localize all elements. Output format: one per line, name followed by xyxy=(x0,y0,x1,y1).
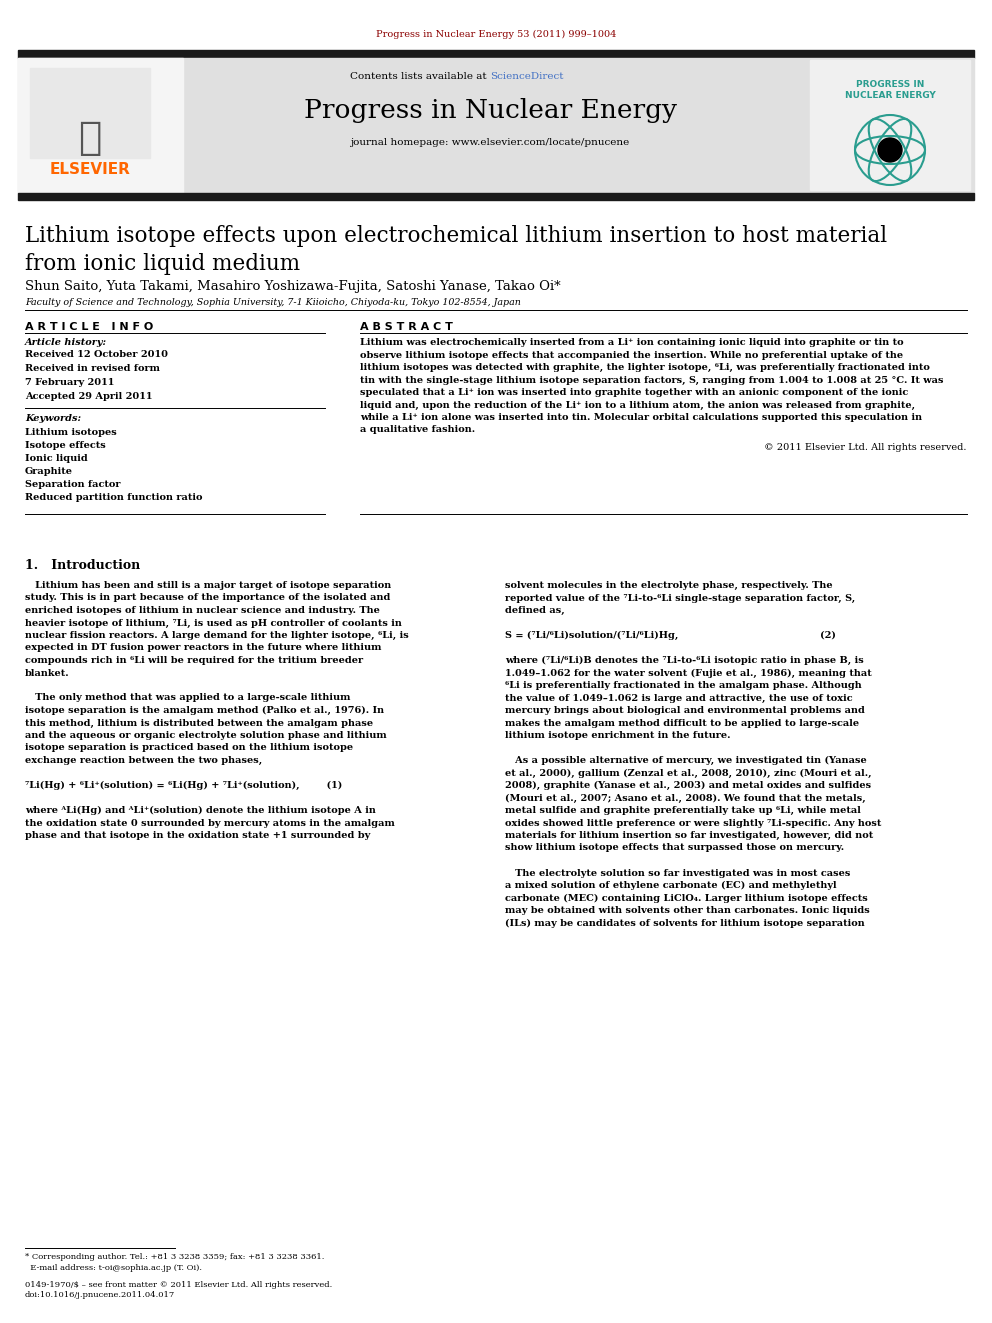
Text: Ionic liquid: Ionic liquid xyxy=(25,454,87,463)
Text: 7 February 2011: 7 February 2011 xyxy=(25,378,114,388)
Text: A R T I C L E   I N F O: A R T I C L E I N F O xyxy=(25,321,153,332)
Bar xyxy=(18,58,183,193)
Text: heavier isotope of lithium, ⁷Li, is used as pH controller of coolants in: heavier isotope of lithium, ⁷Li, is used… xyxy=(25,618,402,627)
Text: Accepted 29 April 2011: Accepted 29 April 2011 xyxy=(25,392,153,401)
Text: A B S T R A C T: A B S T R A C T xyxy=(360,321,453,332)
Text: exchange reaction between the two phases,: exchange reaction between the two phases… xyxy=(25,755,262,765)
Text: blanket.: blanket. xyxy=(25,668,69,677)
Text: isotope separation is the amalgam method (Palko et al., 1976). In: isotope separation is the amalgam method… xyxy=(25,706,384,716)
Text: Received in revised form: Received in revised form xyxy=(25,364,160,373)
Text: 🌳: 🌳 xyxy=(78,120,102,157)
Circle shape xyxy=(878,138,902,161)
Text: nuclear fission reactors. A large demand for the lighter isotope, ⁶Li, is: nuclear fission reactors. A large demand… xyxy=(25,631,409,640)
Text: 1.   Introduction: 1. Introduction xyxy=(25,560,140,572)
Text: makes the amalgam method difficult to be applied to large-scale: makes the amalgam method difficult to be… xyxy=(505,718,859,728)
Text: from ionic liquid medium: from ionic liquid medium xyxy=(25,253,301,275)
Text: Lithium was electrochemically inserted from a Li⁺ ion containing ionic liquid in: Lithium was electrochemically inserted f… xyxy=(360,337,904,347)
Text: reported value of the ⁷Li-to-⁶Li single-stage separation factor, S,: reported value of the ⁷Li-to-⁶Li single-… xyxy=(505,594,855,602)
Text: and the aqueous or organic electrolyte solution phase and lithium: and the aqueous or organic electrolyte s… xyxy=(25,732,387,740)
Text: doi:10.1016/j.pnucene.2011.04.017: doi:10.1016/j.pnucene.2011.04.017 xyxy=(25,1291,176,1299)
Text: tin with the single-stage lithium isotope separation factors, S, ranging from 1.: tin with the single-stage lithium isotop… xyxy=(360,376,943,385)
Text: speculated that a Li⁺ ion was inserted into graphite together with an anionic co: speculated that a Li⁺ ion was inserted i… xyxy=(360,388,909,397)
Text: (ILs) may be candidates of solvents for lithium isotope separation: (ILs) may be candidates of solvents for … xyxy=(505,918,865,927)
Text: * Corresponding author. Tel.: +81 3 3238 3359; fax: +81 3 3238 3361.: * Corresponding author. Tel.: +81 3 3238… xyxy=(25,1253,324,1261)
Text: 2008), graphite (Yanase et al., 2003) and metal oxides and sulfides: 2008), graphite (Yanase et al., 2003) an… xyxy=(505,781,871,790)
Text: liquid and, upon the reduction of the Li⁺ ion to a lithium atom, the anion was r: liquid and, upon the reduction of the Li… xyxy=(360,401,916,410)
Text: Separation factor: Separation factor xyxy=(25,480,120,490)
Text: ⁶Li is preferentially fractionated in the amalgam phase. Although: ⁶Li is preferentially fractionated in th… xyxy=(505,681,862,691)
Bar xyxy=(18,193,974,200)
Text: the oxidation state 0 surrounded by mercury atoms in the amalgam: the oxidation state 0 surrounded by merc… xyxy=(25,819,395,827)
Text: E-mail address: t-oi@sophia.ac.jp (T. Oi).: E-mail address: t-oi@sophia.ac.jp (T. Oi… xyxy=(25,1263,202,1271)
Text: Lithium has been and still is a major target of isotope separation: Lithium has been and still is a major ta… xyxy=(25,581,391,590)
Text: Lithium isotopes: Lithium isotopes xyxy=(25,429,117,437)
Text: lithium isotope enrichment in the future.: lithium isotope enrichment in the future… xyxy=(505,732,730,740)
Text: Received 12 October 2010: Received 12 October 2010 xyxy=(25,351,168,359)
Text: while a Li⁺ ion alone was inserted into tin. Molecular orbital calculations supp: while a Li⁺ ion alone was inserted into … xyxy=(360,413,923,422)
Text: carbonate (MEC) containing LiClO₄. Larger lithium isotope effects: carbonate (MEC) containing LiClO₄. Large… xyxy=(505,893,868,902)
Text: expected in DT fusion power reactors in the future where lithium: expected in DT fusion power reactors in … xyxy=(25,643,382,652)
Text: a qualitative fashion.: a qualitative fashion. xyxy=(360,426,475,434)
Text: a mixed solution of ethylene carbonate (EC) and methylethyl: a mixed solution of ethylene carbonate (… xyxy=(505,881,836,890)
Text: Progress in Nuclear Energy: Progress in Nuclear Energy xyxy=(304,98,677,123)
Text: lithium isotopes was detected with graphite, the lighter isotope, ⁶Li, was prefe: lithium isotopes was detected with graph… xyxy=(360,363,930,372)
Text: enriched isotopes of lithium in nuclear science and industry. The: enriched isotopes of lithium in nuclear … xyxy=(25,606,380,615)
Text: materials for lithium insertion so far investigated, however, did not: materials for lithium insertion so far i… xyxy=(505,831,873,840)
Text: Graphite: Graphite xyxy=(25,467,73,476)
Text: ScienceDirect: ScienceDirect xyxy=(490,71,563,81)
Text: solvent molecules in the electrolyte phase, respectively. The: solvent molecules in the electrolyte pha… xyxy=(505,581,832,590)
Text: phase and that isotope in the oxidation state +1 surrounded by: phase and that isotope in the oxidation … xyxy=(25,831,370,840)
Text: ⁷Li(Hg) + ⁶Li⁺(solution) = ⁶Li(Hg) + ⁷Li⁺(solution),        (1): ⁷Li(Hg) + ⁶Li⁺(solution) = ⁶Li(Hg) + ⁷Li… xyxy=(25,781,342,790)
Text: Article history:: Article history: xyxy=(25,337,107,347)
Text: Faculty of Science and Technology, Sophia University, 7-1 Kiioicho, Chiyoda-ku, : Faculty of Science and Technology, Sophi… xyxy=(25,298,521,307)
Text: 0149-1970/$ – see front matter © 2011 Elsevier Ltd. All rights reserved.: 0149-1970/$ – see front matter © 2011 El… xyxy=(25,1281,332,1289)
Bar xyxy=(810,60,970,191)
Text: mercury brings about biological and environmental problems and: mercury brings about biological and envi… xyxy=(505,706,865,714)
Text: Shun Saito, Yuta Takami, Masahiro Yoshizawa-Fujita, Satoshi Yanase, Takao Oi*: Shun Saito, Yuta Takami, Masahiro Yoshiz… xyxy=(25,280,560,292)
Text: isotope separation is practiced based on the lithium isotope: isotope separation is practiced based on… xyxy=(25,744,353,753)
Text: oxides showed little preference or were slightly ⁷Li-specific. Any host: oxides showed little preference or were … xyxy=(505,819,881,827)
Bar xyxy=(18,50,974,58)
Text: PROGRESS IN
NUCLEAR ENERGY: PROGRESS IN NUCLEAR ENERGY xyxy=(844,79,935,101)
Bar xyxy=(18,58,974,193)
Text: where ᴬLi(Hg) and ᴬLi⁺(solution) denote the lithium isotope A in: where ᴬLi(Hg) and ᴬLi⁺(solution) denote … xyxy=(25,806,376,815)
Text: et al., 2000), gallium (Zenzal et al., 2008, 2010), zinc (Mouri et al.,: et al., 2000), gallium (Zenzal et al., 2… xyxy=(505,769,872,778)
Text: S = (⁷Li/⁶Li)solution/(⁷Li/⁶Li)Hg,                                          (2): S = (⁷Li/⁶Li)solution/(⁷Li/⁶Li)Hg, (2) xyxy=(505,631,836,640)
Text: © 2011 Elsevier Ltd. All rights reserved.: © 2011 Elsevier Ltd. All rights reserved… xyxy=(765,443,967,452)
Text: may be obtained with solvents other than carbonates. Ionic liquids: may be obtained with solvents other than… xyxy=(505,906,870,916)
Text: Isotope effects: Isotope effects xyxy=(25,441,106,450)
Text: metal sulfide and graphite preferentially take up ⁶Li, while metal: metal sulfide and graphite preferentiall… xyxy=(505,806,861,815)
Text: compounds rich in ⁶Li will be required for the tritium breeder: compounds rich in ⁶Li will be required f… xyxy=(25,656,363,665)
Text: Reduced partition function ratio: Reduced partition function ratio xyxy=(25,493,202,501)
Text: Contents lists available at: Contents lists available at xyxy=(350,71,490,81)
Text: study. This is in part because of the importance of the isolated and: study. This is in part because of the im… xyxy=(25,594,391,602)
Text: (Mouri et al., 2007; Asano et al., 2008). We found that the metals,: (Mouri et al., 2007; Asano et al., 2008)… xyxy=(505,794,866,803)
Text: journal homepage: www.elsevier.com/locate/pnucene: journal homepage: www.elsevier.com/locat… xyxy=(350,138,630,147)
Text: show lithium isotope effects that surpassed those on mercury.: show lithium isotope effects that surpas… xyxy=(505,844,844,852)
Text: Progress in Nuclear Energy 53 (2011) 999–1004: Progress in Nuclear Energy 53 (2011) 999… xyxy=(376,30,616,40)
Text: As a possible alternative of mercury, we investigated tin (Yanase: As a possible alternative of mercury, we… xyxy=(505,755,867,765)
Text: Lithium isotope effects upon electrochemical lithium insertion to host material: Lithium isotope effects upon electrochem… xyxy=(25,225,887,247)
Text: where (⁷Li/⁶Li)B denotes the ⁷Li-to-⁶Li isotopic ratio in phase B, is: where (⁷Li/⁶Li)B denotes the ⁷Li-to-⁶Li … xyxy=(505,656,864,665)
Text: ELSEVIER: ELSEVIER xyxy=(50,161,130,177)
Text: the value of 1.049–1.062 is large and attractive, the use of toxic: the value of 1.049–1.062 is large and at… xyxy=(505,693,853,703)
Text: The electrolyte solution so far investigated was in most cases: The electrolyte solution so far investig… xyxy=(505,868,850,877)
Bar xyxy=(30,67,150,157)
Text: this method, lithium is distributed between the amalgam phase: this method, lithium is distributed betw… xyxy=(25,718,373,728)
Text: 1.049–1.062 for the water solvent (Fujie et al., 1986), meaning that: 1.049–1.062 for the water solvent (Fujie… xyxy=(505,668,872,677)
Text: defined as,: defined as, xyxy=(505,606,564,615)
Text: Keywords:: Keywords: xyxy=(25,414,81,423)
Text: observe lithium isotope effects that accompanied the insertion. While no prefere: observe lithium isotope effects that acc… xyxy=(360,351,903,360)
Text: The only method that was applied to a large-scale lithium: The only method that was applied to a la… xyxy=(25,693,350,703)
